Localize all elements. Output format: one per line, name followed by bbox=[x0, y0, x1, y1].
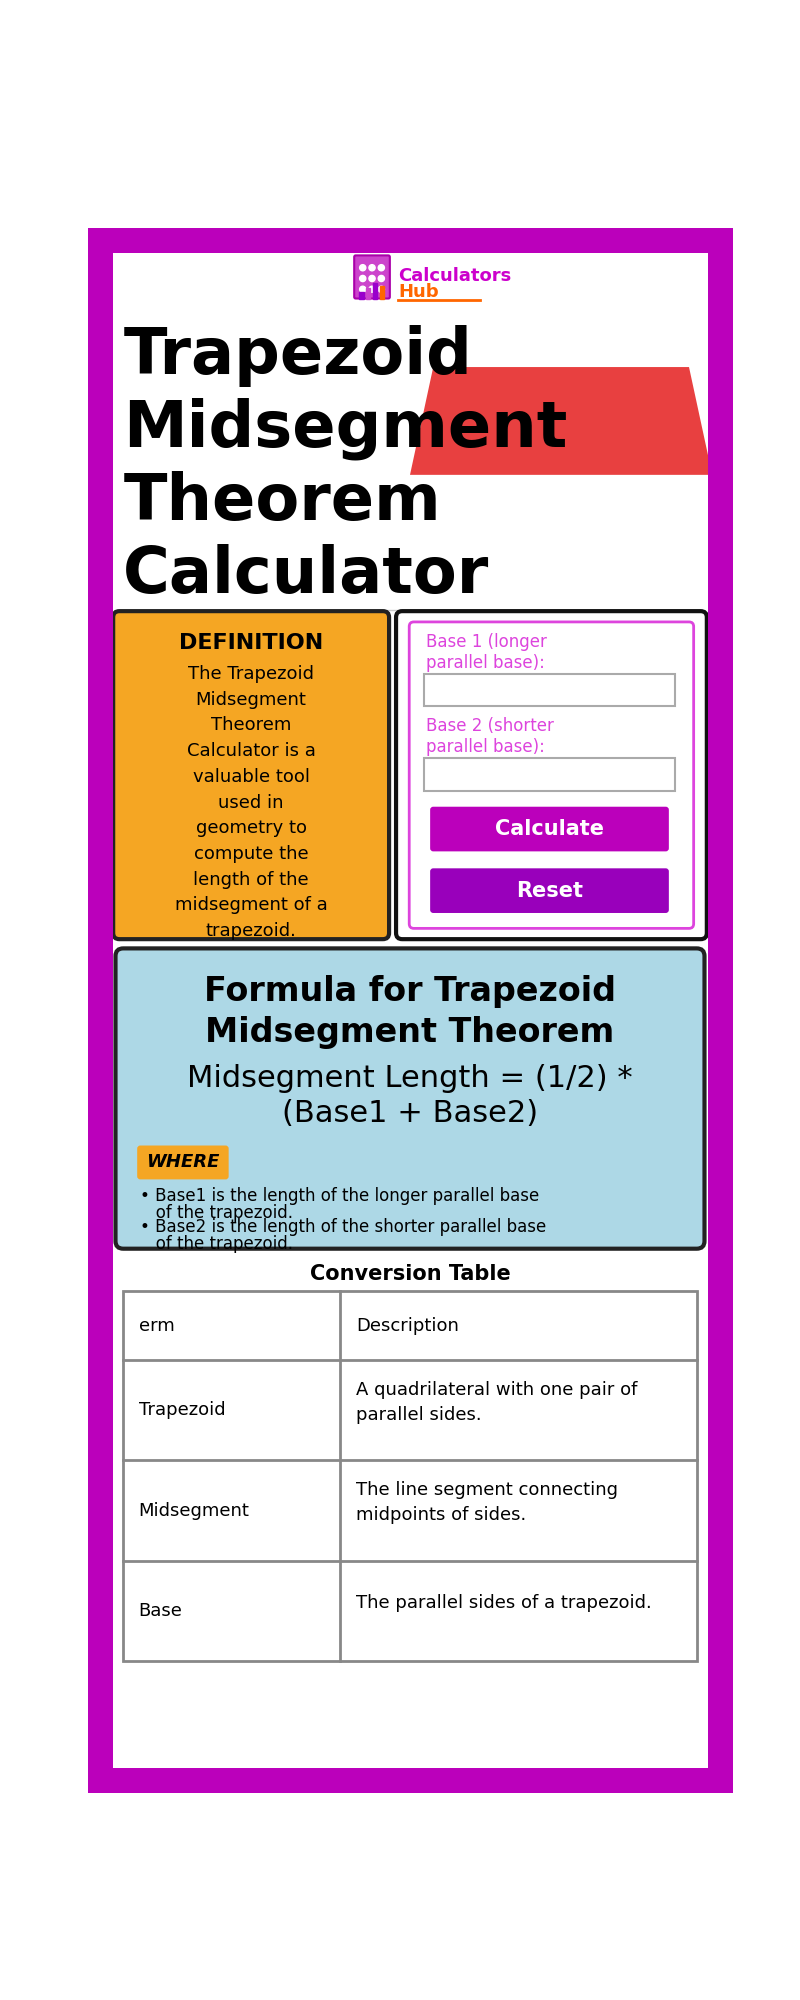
Text: WHERE: WHERE bbox=[146, 1154, 220, 1172]
Circle shape bbox=[378, 264, 385, 270]
Circle shape bbox=[369, 286, 375, 292]
FancyBboxPatch shape bbox=[115, 948, 705, 1248]
Text: Theorem: Theorem bbox=[123, 470, 441, 532]
Text: of the trapezoid.: of the trapezoid. bbox=[140, 1234, 294, 1252]
Bar bbox=[366, 288, 370, 298]
Text: Formula for Trapezoid
Midsegment Theorem: Formula for Trapezoid Midsegment Theorem bbox=[204, 976, 616, 1050]
Text: • Base2 is the length of the shorter parallel base: • Base2 is the length of the shorter par… bbox=[140, 1218, 546, 1236]
Text: The line segment connecting
midpoints of sides.: The line segment connecting midpoints of… bbox=[356, 1482, 618, 1524]
FancyBboxPatch shape bbox=[424, 674, 675, 706]
Text: A quadrilateral with one pair of
parallel sides.: A quadrilateral with one pair of paralle… bbox=[356, 1382, 637, 1424]
FancyBboxPatch shape bbox=[354, 256, 390, 298]
Text: Calculators: Calculators bbox=[398, 266, 512, 284]
Text: Base 2 (shorter
parallel base):: Base 2 (shorter parallel base): bbox=[426, 718, 554, 756]
Text: Calculate: Calculate bbox=[495, 820, 604, 840]
Text: Midsegment: Midsegment bbox=[123, 398, 568, 460]
Circle shape bbox=[360, 286, 366, 292]
Text: Trapezoid: Trapezoid bbox=[123, 324, 472, 386]
Circle shape bbox=[369, 276, 375, 282]
Text: Calculator: Calculator bbox=[123, 544, 490, 606]
FancyBboxPatch shape bbox=[430, 806, 669, 852]
Text: erm: erm bbox=[138, 1316, 174, 1334]
FancyBboxPatch shape bbox=[396, 612, 707, 940]
Text: Midsegment Length = (1/2) *: Midsegment Length = (1/2) * bbox=[187, 1064, 633, 1092]
FancyBboxPatch shape bbox=[138, 1146, 229, 1180]
Text: Base 1 (longer
parallel base):: Base 1 (longer parallel base): bbox=[426, 632, 546, 672]
Text: The parallel sides of a trapezoid.: The parallel sides of a trapezoid. bbox=[356, 1594, 651, 1612]
Text: Conversion Table: Conversion Table bbox=[310, 1264, 510, 1284]
Text: Reset: Reset bbox=[516, 880, 583, 900]
Text: • Base1 is the length of the longer parallel base: • Base1 is the length of the longer para… bbox=[140, 1188, 539, 1206]
Text: Base: Base bbox=[138, 1602, 182, 1620]
FancyBboxPatch shape bbox=[424, 758, 675, 790]
Text: Description: Description bbox=[356, 1316, 458, 1334]
FancyBboxPatch shape bbox=[430, 868, 669, 912]
Text: of the trapezoid.: of the trapezoid. bbox=[140, 1204, 294, 1222]
FancyBboxPatch shape bbox=[123, 1292, 697, 1660]
Circle shape bbox=[360, 264, 366, 270]
Text: Trapezoid: Trapezoid bbox=[138, 1402, 226, 1420]
Circle shape bbox=[360, 276, 366, 282]
Bar bbox=[380, 286, 385, 298]
Bar bbox=[373, 284, 378, 298]
Polygon shape bbox=[410, 368, 712, 474]
Bar bbox=[359, 292, 363, 298]
FancyBboxPatch shape bbox=[410, 622, 694, 928]
Circle shape bbox=[378, 276, 385, 282]
Text: Hub: Hub bbox=[398, 284, 439, 302]
Circle shape bbox=[369, 264, 375, 270]
Text: (Base1 + Base2): (Base1 + Base2) bbox=[282, 1098, 538, 1128]
Text: DEFINITION: DEFINITION bbox=[179, 632, 323, 652]
Text: Midsegment: Midsegment bbox=[138, 1502, 250, 1520]
FancyBboxPatch shape bbox=[113, 612, 389, 940]
Text: The Trapezoid
Midsegment
Theorem
Calculator is a
valuable tool
used in
geometry : The Trapezoid Midsegment Theorem Calcula… bbox=[174, 666, 327, 940]
Circle shape bbox=[378, 286, 385, 292]
